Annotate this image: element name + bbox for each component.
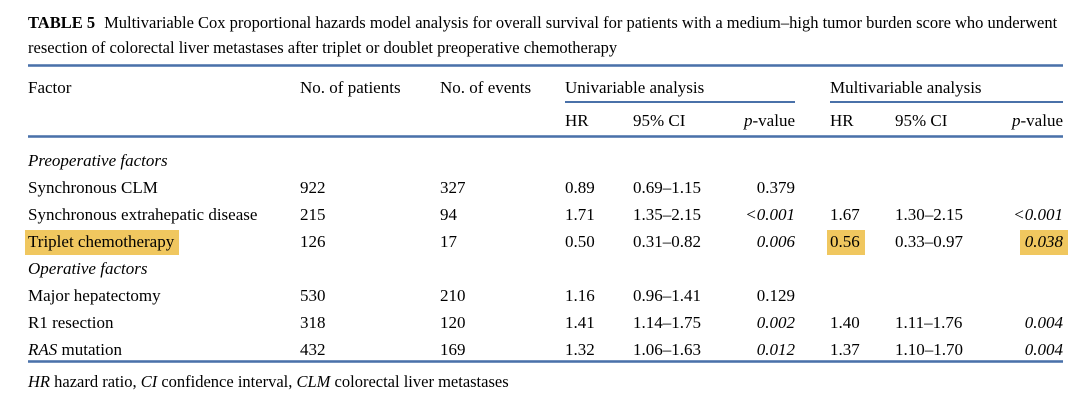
- def-ci: confidence interval,: [157, 372, 297, 391]
- uni-hr-cell: 0.50: [565, 232, 595, 252]
- patients-cell: 432: [300, 339, 326, 359]
- multi-p-cell-highlighted: 0.038: [1000, 229, 1068, 255]
- table-row-triplet-chemotherapy: Triplet chemotherapy 126 17 0.50 0.31–0.…: [25, 229, 1068, 256]
- table-row-ras-mutation: RAS mutation 432 169 1.32 1.06–1.63 0.01…: [28, 336, 1063, 363]
- events-cell: 169: [440, 339, 466, 359]
- multi-p-cell: <0.001: [1013, 205, 1063, 225]
- p-italic: p: [1012, 111, 1021, 130]
- patients-cell: 215: [300, 205, 326, 225]
- table-rule-bottom: [28, 360, 1063, 363]
- column-header-events: No. of events: [440, 78, 532, 97]
- patients-cell: 530: [300, 285, 326, 305]
- highlight-mark: 0.038: [1019, 229, 1068, 255]
- uni-p-cell: 0.012: [756, 339, 795, 359]
- column-header-patients: No. of patients: [300, 78, 401, 97]
- uni-ci-cell: 1.35–2.15: [633, 205, 701, 225]
- table-row-operative-section: Operative factors: [28, 256, 1063, 283]
- patients-cell: 318: [300, 312, 326, 332]
- column-header-uni-hr: HR: [565, 111, 589, 130]
- table-rule-top: [28, 64, 1063, 67]
- abbr-hr: HR: [28, 372, 50, 391]
- factor-rest: mutation: [57, 339, 122, 359]
- column-header-factor: Factor: [28, 78, 72, 97]
- multivariable-group-rule: [830, 101, 1063, 103]
- p-italic: p: [744, 111, 753, 130]
- events-cell: 120: [440, 312, 466, 332]
- column-header-uni-ci: 95% CI: [633, 111, 686, 130]
- column-header-multi-ci: 95% CI: [895, 111, 948, 130]
- uni-p-cell: 0.002: [756, 312, 795, 332]
- table-row-r1-resection: R1 resection 318 120 1.41 1.14–1.75 0.00…: [28, 309, 1063, 336]
- uni-hr-cell: 1.71: [565, 205, 595, 225]
- column-header-multi-pvalue: p-value: [963, 111, 1063, 131]
- table-row-preoperative-section: Preoperative factors: [28, 148, 1063, 175]
- uni-hr-cell: 1.32: [565, 339, 595, 359]
- table-body: Preoperative factors Synchronous CLM 922…: [25, 148, 1068, 363]
- multi-p-cell: 0.004: [1024, 339, 1063, 359]
- table-row-synchronous-clm: Synchronous CLM 922 327 0.89 0.69–1.15 0…: [28, 175, 1063, 202]
- abbr-ci: CI: [140, 372, 158, 391]
- table-number: TABLE 5: [28, 13, 96, 32]
- table-caption-text: Multivariable Cox proportional hazards m…: [28, 13, 1058, 57]
- events-cell: 327: [440, 178, 466, 198]
- uni-hr-cell: 1.41: [565, 312, 595, 332]
- uni-hr-cell: 1.16: [565, 285, 595, 305]
- patients-cell: 922: [300, 178, 326, 198]
- uni-p-cell: 0.129: [756, 285, 795, 305]
- uni-p-cell: <0.001: [745, 205, 795, 225]
- table-caption: TABLE 5 Multivariable Cox proportional ha…: [28, 10, 1068, 60]
- uni-ci-cell: 1.06–1.63: [633, 339, 701, 359]
- column-header-uni-pvalue: p-value: [695, 111, 795, 131]
- events-cell: 210: [440, 285, 466, 305]
- highlight-mark: 0.56: [827, 229, 865, 255]
- uni-p-cell: 0.006: [756, 232, 795, 252]
- uni-ci-cell: 0.69–1.15: [633, 178, 701, 198]
- column-group-univariable: Univariable analysis: [565, 78, 705, 97]
- table-row-synchronous-extrahepatic: Synchronous extrahepatic disease 215 94 …: [28, 202, 1063, 229]
- multi-hr-cell: 1.40: [830, 312, 860, 332]
- column-group-multivariable: Multivariable analysis: [830, 78, 982, 97]
- section-label: Preoperative factors: [28, 151, 168, 171]
- uni-hr-cell: 0.89: [565, 178, 595, 198]
- univariable-group-rule: [565, 101, 795, 103]
- highlight-mark: Triplet chemotherapy: [25, 229, 180, 255]
- multi-ci-cell: 1.30–2.15: [895, 205, 963, 225]
- patients-cell: 126: [300, 232, 326, 252]
- uni-p-cell: 0.379: [756, 178, 795, 198]
- column-header-multi-hr: HR: [830, 111, 854, 130]
- abbr-clm: CLM: [296, 372, 331, 391]
- multi-hr-cell-highlighted: 0.56: [827, 229, 895, 255]
- p-rest: -value: [752, 111, 795, 130]
- events-cell: 17: [440, 232, 457, 252]
- p-rest: -value: [1020, 111, 1063, 130]
- factor-cell: R1 resection: [28, 312, 114, 332]
- factor-cell-highlighted: Triplet chemotherapy: [25, 229, 300, 255]
- factor-cell: Synchronous CLM: [28, 178, 158, 198]
- multi-ci-cell: 0.33–0.97: [895, 232, 963, 252]
- multi-ci-cell: 1.11–1.76: [895, 312, 963, 332]
- factor-cell: Synchronous extrahepatic disease: [28, 205, 258, 225]
- multi-hr-cell: 1.37: [830, 339, 860, 359]
- factor-cell: Major hepatectomy: [28, 285, 161, 305]
- table-rule-header: [28, 135, 1063, 138]
- table-row-major-hepatectomy: Major hepatectomy 530 210 1.16 0.96–1.41…: [28, 282, 1063, 309]
- multi-p-cell: 0.004: [1024, 312, 1063, 332]
- multi-ci-cell: 1.10–1.70: [895, 339, 963, 359]
- uni-ci-cell: 1.14–1.75: [633, 312, 701, 332]
- events-cell: 94: [440, 205, 457, 225]
- section-label: Operative factors: [28, 259, 148, 278]
- def-clm: colorectal liver metastases: [330, 372, 509, 391]
- uni-ci-cell: 0.31–0.82: [633, 232, 701, 252]
- factor-cell: RAS mutation: [28, 340, 300, 360]
- gene-symbol: RAS: [28, 339, 58, 359]
- uni-ci-cell: 0.96–1.41: [633, 285, 701, 305]
- multi-hr-cell: 1.67: [830, 205, 860, 225]
- def-hr: hazard ratio,: [50, 372, 141, 391]
- table-footnote: HR hazard ratio, CI confidence interval,…: [28, 372, 1068, 392]
